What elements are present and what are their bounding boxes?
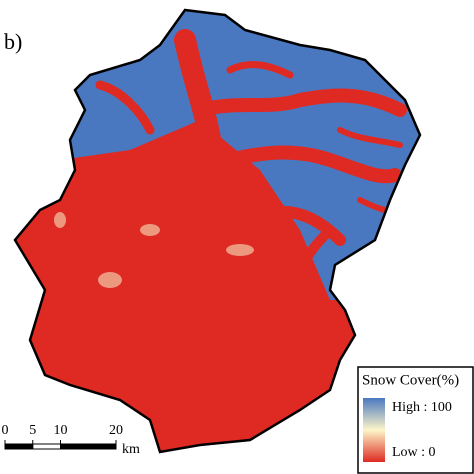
legend-low: Low : 0 [392,445,436,460]
legend: Snow Cover(%) High : 100 Low : 0 [357,366,474,474]
scale-bar-segment [4,443,34,450]
scale-unit: km [122,442,140,457]
basin-boundary [13,8,422,454]
legend-high: High : 100 [392,400,452,415]
scale-tick-label: 20 [109,423,123,438]
legend-title: Snow Cover(%) [362,372,459,388]
scale-tick-label: 10 [54,423,68,438]
scale-tick-label: 5 [29,423,36,438]
scale-bar: 0 5 10 20 km [2,423,141,457]
panel-label: b) [4,29,22,54]
scale-tick-label: 0 [2,423,9,438]
color-ramp [363,398,385,462]
scale-bar-segment [60,443,117,450]
scale-bar-segment [32,443,61,450]
